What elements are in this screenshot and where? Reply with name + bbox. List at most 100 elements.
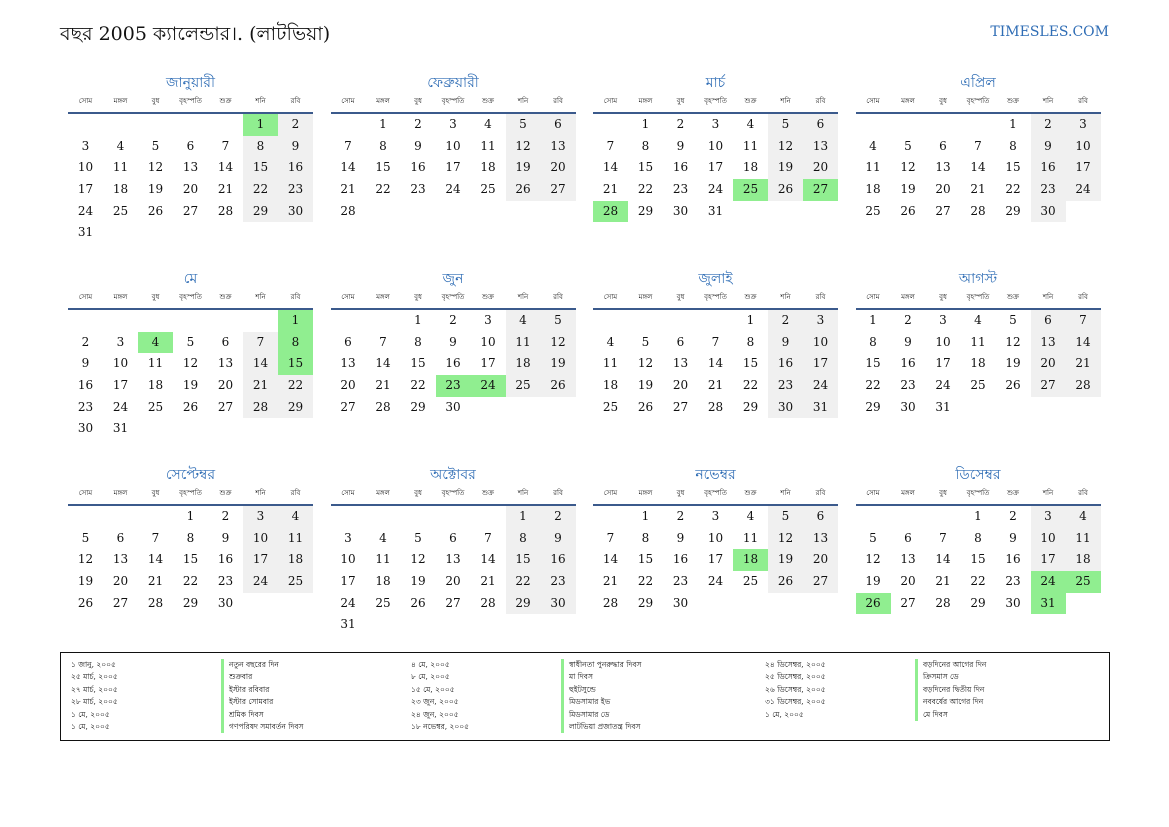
month-name: জুন [442,271,464,287]
legend-holiday-name: শ্রমিক দিবস [221,708,303,721]
legend-names: বড়দিনের আগের দিন ক্রিসমাস ডে বড়দিনের দ্ব… [915,659,986,721]
day-cell: 28 [707,399,724,414]
day-cell: 2 [904,313,912,327]
day-cell: 26 [855,592,891,615]
day-cell: 15 [1005,160,1021,175]
day-cell: 30 [540,592,576,615]
weekday-label: বৃহস্পতি [441,97,465,105]
week-row: 28 29 30 [593,593,838,615]
day-cell: 27 [112,595,129,610]
day-cell: 9 [449,334,457,349]
day-cell: 27 [803,571,838,593]
month-name: জুলাই [698,271,733,287]
day-cell: 2 [278,114,313,136]
week-row: 31 [68,222,313,244]
weekday-label: শুক্র [482,97,494,105]
day-cell: 22 [970,574,986,589]
weekday-label: সোম [78,489,93,497]
day-cell: 16 [768,353,803,376]
day-cell: 8 [1009,138,1017,153]
empty-day-cell [103,114,138,136]
weekday-label: শনি [517,489,529,497]
day-cell: 29 [970,595,986,610]
day-cell: 2 [1009,509,1017,523]
day-cell: 25 [112,203,129,218]
day-cell: 20 [1030,353,1066,376]
day-cell: 28 [970,203,986,218]
day-cell: 10 [935,334,951,349]
day-cell: 28 [243,396,278,419]
weekday-label: সোম [866,293,880,301]
legend-date: ২৪ জুন, ২০০৫ [411,709,459,719]
day-cell: 7 [939,530,947,545]
day-cell: 19 [410,574,426,589]
day-cell: 4 [278,506,313,528]
weekday-header: সোম মঙ্গল বুধ বৃহস্পতি শুক্র শনি রবি [68,290,313,310]
week-row: 4 5 6 7 8 9 10 [856,135,1101,158]
day-cell: 4 [869,138,877,153]
day-cell: 23 [672,182,689,197]
empty-day-cell [436,614,471,636]
week-row: 12 13 14 15 16 17 18 [68,549,313,572]
holiday-legend: ১ জানু, ২০০৫ ২৫ মার্চ, ২০০৫ ২৭ মার্চ, ২০০৫… [60,652,1110,741]
site-link[interactable]: TIMESLES.COM [990,24,1109,40]
day-cell: 5 [505,114,541,136]
day-cell: 10 [445,138,461,153]
weekday-label: বুধ [151,97,160,105]
empty-day-cell [138,222,173,244]
day-cell: 5 [81,530,90,545]
day-cell: 17 [243,549,278,572]
day-cell: 24 [445,182,461,197]
day-cell: 12 [182,356,199,371]
empty-day-cell [436,506,471,528]
weekday-label: রবি [815,293,826,301]
month-calendar: সেপ্টেম্বর সোম মঙ্গল বুধ বৃহস্পতি শুক্র শনি রবি… [68,464,313,654]
week-row: 28 29 30 31 [593,200,838,223]
legend-holiday-name: মে দিবস [915,708,986,721]
empty-day-cell [208,222,243,244]
day-cell: 29 [1005,203,1021,218]
weekday-label: মঙ্গল [113,97,128,105]
day-cell: 1 [869,313,877,327]
day-cell: 15 [970,552,986,567]
weekday-label: রবি [1078,97,1088,105]
day-cell: 10 [1030,527,1066,550]
weekday-label: সোম [341,97,355,105]
day-cell: 3 [711,509,720,523]
empty-day-cell [173,418,208,440]
day-cell: 24 [1030,571,1066,593]
day-cell: 24 [935,378,951,393]
week-row: 23 24 25 26 27 28 29 [68,396,313,419]
day-cell: 26 [540,375,576,397]
weekday-label: বৃহস্পতি [966,97,990,105]
day-cell: 27 [935,203,951,218]
day-cell: 24 [707,182,724,197]
month-calendar: ফেব্রুয়ারী সোম মঙ্গল বুধ বৃহস্পতি শুক্র শনি রব… [330,72,576,262]
day-cell: 7 [151,530,160,545]
day-cell: 18 [970,356,986,371]
day-cell: 31 [803,396,838,419]
day-cell: 12 [147,160,164,175]
weekday-label: শুক্র [744,293,757,301]
weekday-label: বুধ [414,97,422,105]
weekday-label: সোম [866,97,880,105]
day-cell: 25 [970,378,986,393]
empty-day-cell [471,201,506,223]
legend-date: ২৪ ডিসেম্বর, ২০০৫ [765,660,826,669]
legend-dates: ৪ মে, ২০০৫ ৮ মে, ২০০৫ ১৫ মে, ২০০৫ ২৩ জুন, ২… [411,659,469,733]
week-row: 6 7 8 9 10 11 12 [331,331,576,354]
day-cell: 1 [379,117,387,131]
day-cell: 12 [865,552,881,567]
weekday-label: মঙ্গল [113,489,128,497]
day-cell: 15 [243,157,278,180]
weekday-label: বৃহস্পতি [441,489,465,497]
week-row: 20 21 22 23 24 25 26 [331,375,576,397]
day-cell: 30 [217,595,234,610]
day-cell: 19 [540,353,576,376]
week-row: 11 12 13 14 15 16 17 [593,353,838,376]
day-cell: 7 [974,138,982,153]
week-row: 10 11 12 13 14 15 16 [331,549,576,572]
day-cell: 15 [742,356,759,371]
day-cell: 22 [375,182,391,197]
